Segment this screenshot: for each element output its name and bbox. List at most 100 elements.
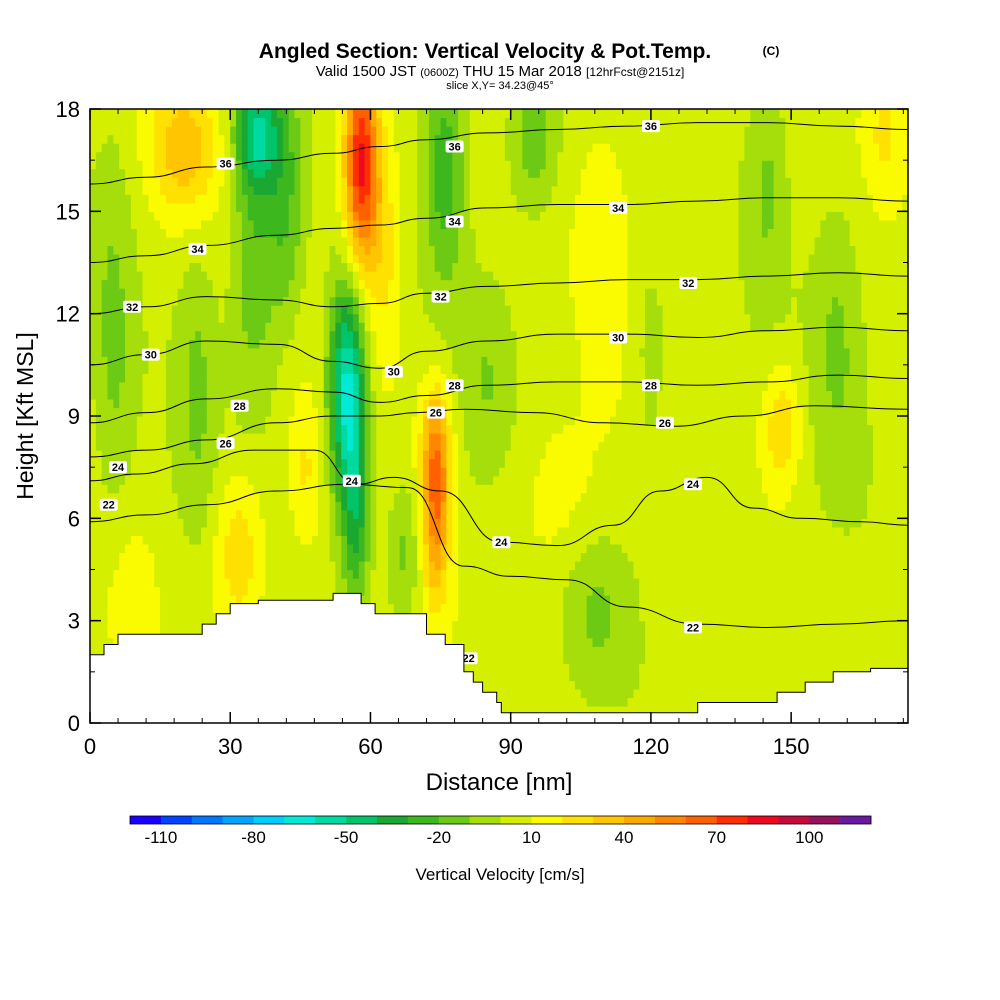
velocity-cell (224, 271, 231, 281)
velocity-cell (306, 450, 313, 460)
velocity-cell (440, 535, 448, 545)
velocity-cell (142, 134, 150, 144)
velocity-cell (253, 560, 261, 571)
velocity-cell (347, 526, 354, 536)
velocity-cell (452, 347, 459, 357)
velocity-cell (481, 458, 488, 468)
velocity-cell (206, 330, 214, 340)
velocity-cell (364, 339, 372, 349)
velocity-cell (306, 313, 313, 323)
velocity-cell (142, 211, 150, 221)
velocity-cell (329, 424, 336, 434)
velocity-cell (212, 322, 220, 332)
velocity-cell (446, 620, 453, 630)
velocity-cell (352, 518, 360, 528)
velocity-cell (405, 595, 412, 605)
velocity-cell (189, 603, 196, 613)
velocity-cell (125, 271, 132, 281)
velocity-cell (376, 168, 383, 178)
velocity-cell (481, 143, 488, 153)
velocity-cell (405, 603, 412, 613)
velocity-cell (481, 416, 488, 426)
velocity-cell (107, 637, 114, 647)
velocity-cell (288, 279, 296, 289)
velocity-cell (364, 484, 372, 494)
velocity-cell (241, 381, 249, 392)
velocity-cell (411, 305, 418, 315)
velocity-cell (382, 433, 389, 443)
velocity-cell (358, 424, 366, 434)
velocity-cell (119, 398, 126, 409)
velocity-cell (475, 373, 483, 383)
velocity-cell (95, 305, 103, 315)
velocity-cell (142, 586, 150, 596)
velocity-cell (440, 211, 448, 221)
velocity-cell (236, 356, 243, 366)
velocity-cell (469, 134, 477, 144)
velocity-cell (452, 313, 459, 323)
velocity-cell (130, 518, 138, 528)
velocity-cell (452, 578, 459, 588)
velocity-cell (382, 288, 389, 298)
velocity-cell (475, 671, 483, 681)
velocity-cell (282, 560, 290, 571)
velocity-cell (276, 177, 284, 187)
velocity-cell (358, 484, 366, 494)
velocity-cell (259, 271, 266, 281)
velocity-cell (218, 501, 225, 511)
velocity-cell (440, 245, 448, 255)
velocity-cell (276, 211, 284, 221)
velocity-cell (282, 185, 290, 195)
velocity-cell (382, 552, 389, 562)
velocity-cell (382, 509, 389, 519)
velocity-cell (358, 441, 366, 451)
velocity-cell (136, 433, 144, 443)
velocity-cell (335, 202, 342, 212)
velocity-cell (107, 245, 114, 255)
velocity-cell (95, 586, 103, 596)
velocity-cell (183, 288, 190, 298)
velocity-cell (352, 364, 360, 374)
velocity-cell (259, 279, 266, 289)
velocity-cell (125, 552, 132, 562)
velocity-cell (352, 407, 360, 417)
velocity-cell (230, 518, 237, 528)
velocity-cell (481, 305, 488, 315)
velocity-cell (113, 228, 120, 238)
velocity-cell (341, 134, 348, 144)
velocity-cell (323, 407, 331, 417)
velocity-cell (428, 347, 436, 357)
velocity-cell (487, 433, 494, 443)
velocity-cell (399, 322, 407, 332)
velocity-cell (463, 322, 471, 332)
velocity-cell (282, 398, 290, 409)
velocity-cell (475, 484, 483, 494)
velocity-cell (370, 433, 377, 443)
velocity-cell (212, 143, 220, 153)
velocity-cell (323, 245, 331, 255)
velocity-cell (113, 288, 120, 298)
velocity-cell (282, 450, 290, 460)
velocity-cell (411, 569, 418, 579)
velocity-cell (411, 185, 418, 195)
velocity-cell (370, 356, 377, 366)
velocity-cell (171, 441, 179, 451)
velocity-cell (276, 228, 284, 238)
velocity-cell (469, 603, 477, 613)
velocity-cell (201, 595, 208, 605)
velocity-cell (218, 194, 225, 204)
velocity-cell (288, 586, 296, 596)
velocity-cell (282, 168, 290, 178)
velocity-cell (160, 219, 167, 229)
velocity-cell (107, 347, 114, 357)
velocity-cell (393, 202, 401, 212)
velocity-cell (276, 458, 284, 468)
velocity-cell (335, 509, 342, 519)
velocity-cell (434, 398, 442, 409)
velocity-cell (446, 492, 453, 502)
velocity-cell (107, 526, 114, 536)
velocity-cell (399, 603, 407, 613)
chart-title-mark: (C) (763, 44, 780, 58)
velocity-cell (364, 322, 372, 332)
